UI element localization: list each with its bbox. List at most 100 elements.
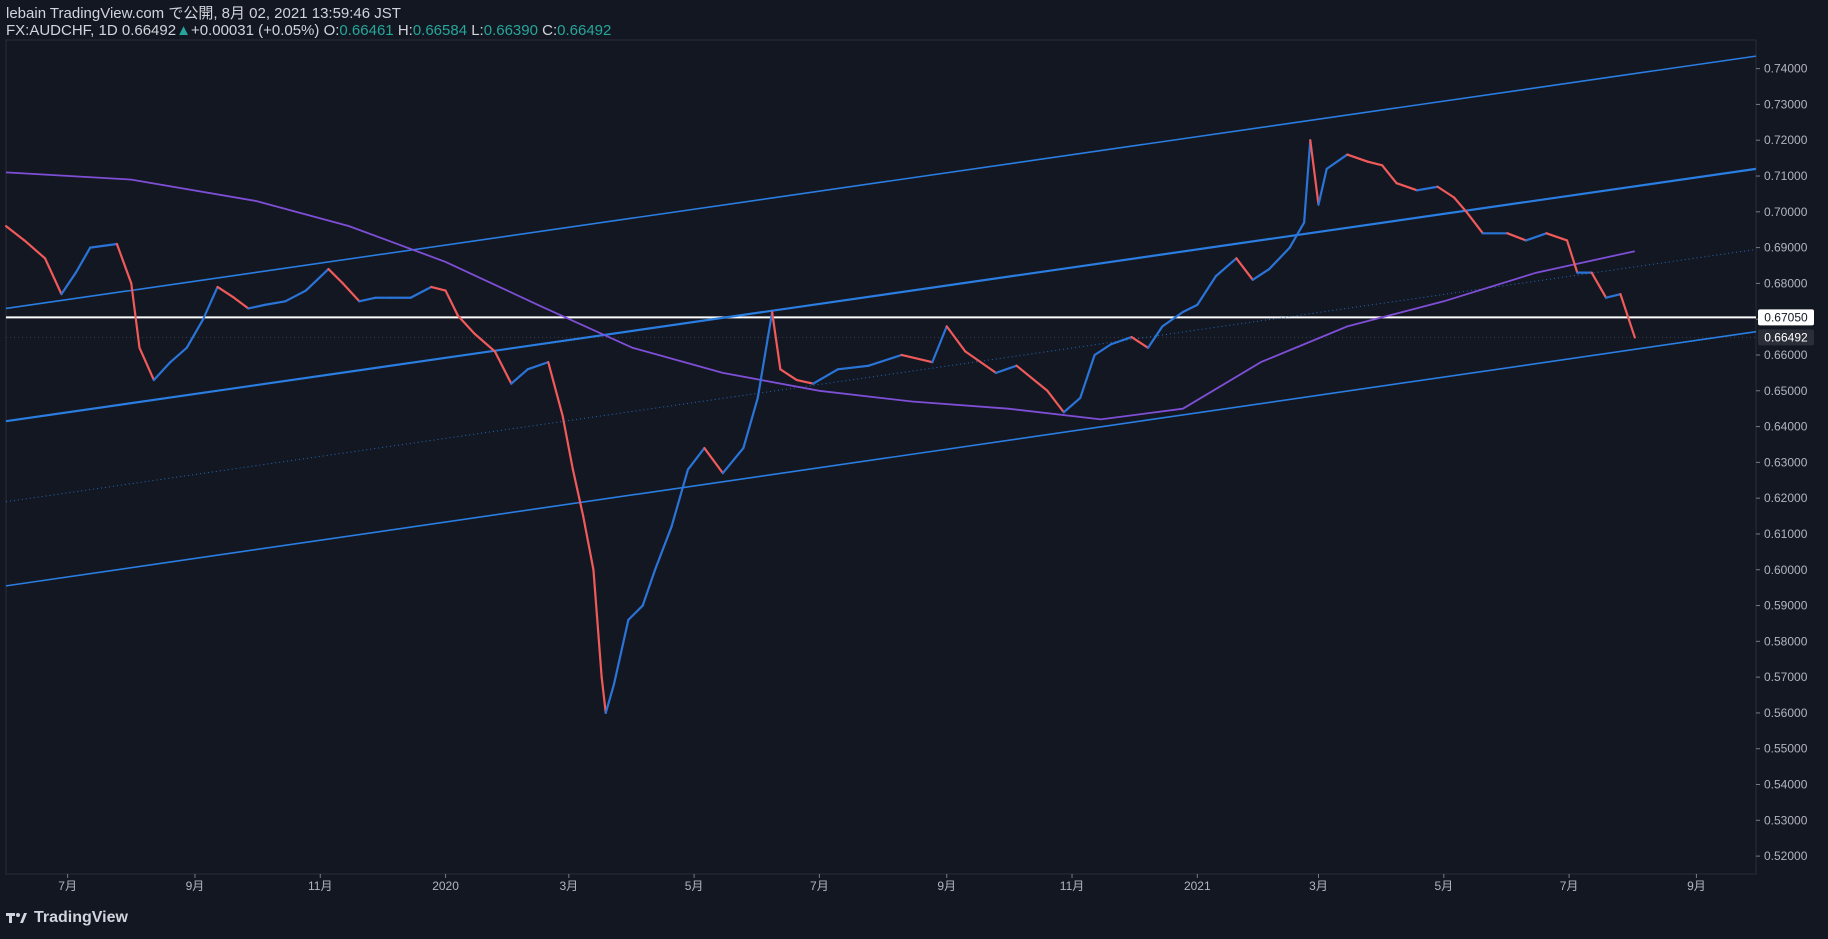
price-segment bbox=[867, 353, 903, 367]
price-segment bbox=[795, 378, 815, 385]
price-segment bbox=[641, 568, 657, 607]
plot-border bbox=[5, 39, 1757, 875]
price-segment bbox=[812, 368, 839, 385]
price-segment bbox=[341, 282, 361, 303]
high-label: H: bbox=[397, 22, 413, 39]
price-segment bbox=[703, 446, 724, 475]
price-segment bbox=[1303, 139, 1312, 224]
price-segment bbox=[510, 368, 529, 385]
y-tick-label: 0.71000 bbox=[1764, 169, 1808, 183]
tradingview-logo[interactable]: TradingView bbox=[6, 909, 128, 927]
drawing-lines bbox=[5, 55, 1757, 587]
price-segment bbox=[60, 271, 77, 296]
price-segment bbox=[1565, 239, 1579, 274]
y-tick-label: 0.61000 bbox=[1764, 527, 1808, 541]
price-segment bbox=[1381, 164, 1398, 185]
y-tick-label: 0.65000 bbox=[1764, 384, 1808, 398]
ohlc-line: FX:AUDCHF, 1D 0.66492▲+0.00031 (+0.05%) … bbox=[6, 22, 611, 39]
low-label: L: bbox=[471, 22, 484, 39]
price-segment bbox=[169, 346, 188, 364]
price-segment bbox=[358, 296, 377, 303]
price-segment bbox=[1251, 267, 1271, 281]
x-tick-label: 7月 bbox=[810, 879, 829, 893]
price-segment bbox=[202, 285, 219, 321]
price-segment bbox=[900, 353, 934, 364]
price-segment bbox=[185, 318, 205, 349]
price-segment bbox=[1309, 139, 1320, 206]
y-tick-label: 0.68000 bbox=[1764, 276, 1808, 290]
price-segment bbox=[1196, 275, 1217, 306]
grid bbox=[5, 39, 1757, 875]
channel-line-middle bbox=[5, 167, 1757, 423]
price-segment bbox=[1093, 343, 1113, 357]
price-segment bbox=[304, 267, 330, 292]
price-segment bbox=[89, 242, 119, 249]
last-price: 0.66492 bbox=[121, 22, 177, 39]
price-segment bbox=[473, 332, 496, 353]
y-tick-label: 0.57000 bbox=[1764, 670, 1808, 684]
y-tick-label: 0.69000 bbox=[1764, 241, 1808, 255]
tradingview-logo-icon bbox=[6, 913, 27, 923]
y-tick-label: 0.54000 bbox=[1764, 778, 1808, 792]
price-segment bbox=[1146, 325, 1164, 349]
x-tick-label: 5月 bbox=[685, 879, 704, 893]
price-segment bbox=[1317, 167, 1328, 206]
price-segment bbox=[561, 414, 575, 471]
y-tick-label: 0.55000 bbox=[1764, 742, 1808, 756]
price-segment bbox=[1465, 210, 1484, 235]
price-segment bbox=[964, 350, 998, 374]
symbol-label: FX:AUDCHF, 1D bbox=[6, 22, 118, 39]
price-segment bbox=[1268, 246, 1291, 271]
x-tick-label: 9月 bbox=[1687, 879, 1706, 893]
price-segment bbox=[247, 303, 266, 310]
y-tick-label: 0.74000 bbox=[1764, 62, 1808, 76]
close-value: 0.66492 bbox=[557, 22, 612, 39]
price-segment bbox=[263, 300, 287, 306]
price-segment bbox=[43, 257, 63, 296]
price-segment bbox=[430, 285, 447, 292]
price-segment bbox=[604, 683, 616, 715]
x-tick-label: 7月 bbox=[1560, 879, 1579, 893]
price-segment bbox=[444, 289, 459, 317]
last-price-label: 0.66492 bbox=[1764, 330, 1808, 344]
price-segment bbox=[526, 361, 550, 371]
y-tick-label: 0.62000 bbox=[1764, 491, 1808, 505]
axes: 0.52000 0.53000 0.54000 0.55000 0.56000 0.570… bbox=[58, 62, 1814, 893]
low-value: 0.66390 bbox=[483, 22, 538, 39]
price-segment bbox=[721, 446, 745, 475]
price-segment bbox=[592, 568, 603, 679]
price-segment bbox=[493, 350, 513, 385]
y-tick-label: 0.73000 bbox=[1764, 97, 1808, 111]
price-segment bbox=[1235, 257, 1254, 281]
x-tick-label: 9月 bbox=[186, 879, 205, 893]
y-tick-label: 0.53000 bbox=[1764, 813, 1808, 827]
channel-line-median-dotted bbox=[5, 248, 1757, 503]
price-segment bbox=[1015, 364, 1049, 392]
y-tick-label: 0.63000 bbox=[1764, 455, 1808, 469]
open-label: O: bbox=[323, 22, 340, 39]
price-segment bbox=[74, 246, 92, 274]
x-tick-label: 11月 bbox=[308, 879, 332, 893]
price-segment bbox=[582, 514, 595, 571]
price-segment bbox=[1436, 185, 1456, 199]
price-segment bbox=[284, 289, 307, 303]
price-segment bbox=[1288, 221, 1306, 249]
price-segment bbox=[931, 325, 948, 364]
price-segment bbox=[1452, 196, 1468, 213]
channel-line-upper bbox=[5, 55, 1757, 310]
price-segment bbox=[1109, 335, 1133, 346]
price-segment bbox=[1604, 293, 1622, 299]
price-segment bbox=[945, 325, 967, 353]
last-price-tag bbox=[1758, 329, 1814, 346]
channel-line-lower bbox=[5, 330, 1757, 587]
price-segment bbox=[1619, 293, 1636, 339]
price-segment bbox=[627, 604, 644, 621]
price-segment bbox=[1590, 271, 1608, 299]
price-segment bbox=[1545, 232, 1569, 242]
price-segment bbox=[23, 239, 47, 260]
price-segment bbox=[1506, 232, 1528, 242]
x-tick-label: 5月 bbox=[1434, 879, 1453, 893]
price-segment bbox=[1181, 303, 1199, 314]
x-tick-label: 11月 bbox=[1060, 879, 1084, 893]
